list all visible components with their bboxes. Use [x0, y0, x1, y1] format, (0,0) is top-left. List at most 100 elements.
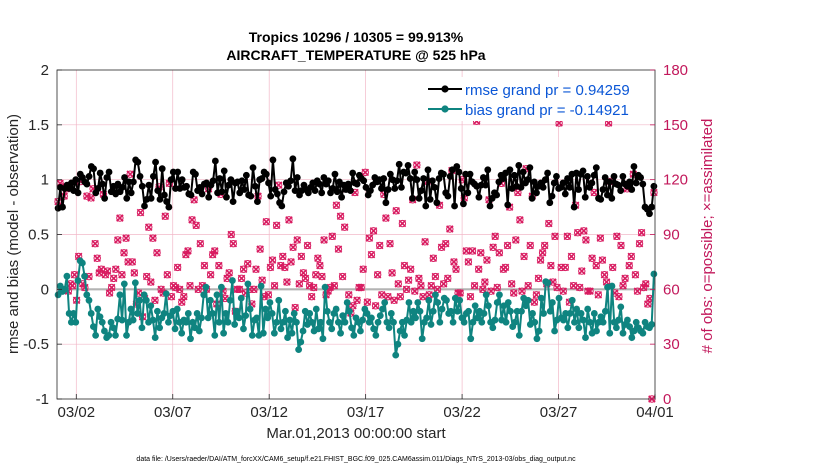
obs-assimilated-point — [318, 272, 326, 281]
obs-assimilated-point — [353, 296, 361, 305]
obs-assimilated-stroke — [103, 267, 112, 275]
rmse-series-point — [85, 172, 93, 180]
bias-series-point — [116, 291, 124, 299]
obs-assimilated-point — [413, 161, 421, 169]
bias-series-point — [427, 321, 435, 328]
rmse-series-point — [426, 196, 434, 203]
obs-possible-point — [518, 287, 526, 295]
obs-possible-point — [429, 254, 438, 262]
obs-possible-point — [151, 296, 159, 304]
rmse-series-point — [566, 183, 574, 191]
obs-possible-point — [268, 256, 277, 264]
bias-series-point — [244, 280, 252, 288]
obs-assimilated-stroke — [128, 258, 137, 266]
obs-possible-point — [487, 287, 495, 295]
rmse-series-point — [209, 177, 217, 185]
bias-series-point — [70, 310, 77, 317]
rmse-series-point — [366, 187, 374, 195]
obs-assimilated-point — [462, 247, 471, 255]
obs-assimilated-stroke — [633, 287, 642, 295]
bias-series-point — [299, 327, 307, 335]
obs-assimilated-stroke — [122, 234, 130, 242]
rmse-series-point — [198, 190, 206, 198]
obs-assimilated-point — [483, 256, 491, 264]
obs-assimilated-stroke — [239, 265, 248, 273]
obs-assimilated-stroke — [328, 232, 337, 241]
obs-assimilated-point — [295, 280, 304, 288]
obs-assimilated-stroke — [386, 239, 394, 248]
rmse-series-point — [287, 177, 295, 185]
obs-possible-point — [229, 239, 238, 248]
bias-series-point — [315, 325, 322, 333]
bias-series-point — [74, 277, 82, 284]
obs-assimilated-stroke — [293, 236, 301, 244]
bias-series-point — [379, 305, 386, 313]
bias-series-point — [151, 334, 159, 341]
rmse-series-point — [632, 179, 640, 187]
obs-possible-point — [526, 241, 534, 250]
obs-assimilated-stroke — [563, 232, 572, 241]
y-left-tick-label: 0.5 — [28, 227, 49, 244]
obs-assimilated-point — [361, 168, 370, 177]
bias-series-point — [586, 318, 594, 326]
rmse-series-point — [289, 155, 297, 163]
obs-assimilated-point — [363, 298, 372, 306]
obs-possible-point — [512, 236, 520, 244]
rmse-series-point — [156, 196, 164, 203]
rmse-series-point — [118, 183, 126, 191]
obs-possible-point — [365, 234, 374, 242]
obs-assimilated-stroke — [184, 247, 192, 255]
obs-assimilated-stroke — [417, 281, 425, 290]
obs-assimilated-stroke — [116, 214, 124, 222]
rmse-series-point — [240, 186, 248, 193]
bias-series-point — [584, 305, 592, 313]
obs-assimilated-stroke — [578, 267, 586, 275]
obs-assimilated-stroke — [594, 291, 603, 299]
obs-possible-point — [384, 292, 392, 301]
rmse-series-point — [433, 199, 441, 207]
bias-series-point — [147, 302, 155, 310]
obs-assimilated-point — [382, 214, 390, 222]
bias-series-point — [326, 318, 333, 326]
obs-possible-point — [446, 225, 454, 233]
rmse-series-point — [278, 202, 286, 210]
rmse-series-point — [220, 167, 228, 175]
obs-assimilated-point — [501, 263, 510, 272]
rmse-series-point — [167, 176, 175, 184]
obs-assimilated-point — [336, 212, 345, 220]
obs-assimilated-stroke — [326, 283, 334, 292]
obs-possible-point — [367, 250, 376, 259]
obs-assimilated-point — [639, 283, 648, 292]
bias-series-point — [273, 318, 280, 326]
obs-assimilated-point — [365, 234, 374, 242]
y-left-tick-label: 2 — [41, 62, 49, 79]
legend[interactable]: rmse grand pr = 0.94259 bias grand pr = … — [419, 77, 651, 121]
obs-assimilated-stroke — [415, 274, 423, 283]
obs-assimilated-stroke — [540, 241, 549, 250]
obs-assimilated-stroke — [382, 214, 390, 222]
obs-possible-point — [182, 250, 190, 259]
obs-possible-point — [270, 281, 279, 290]
bias-series-point — [383, 318, 391, 326]
rmse-series-point — [218, 188, 226, 196]
obs-assimilated-point — [103, 267, 112, 275]
obs-assimilated-point — [586, 287, 594, 295]
bias-series-point — [409, 307, 417, 315]
x-tick-label: 03/02 — [58, 404, 96, 421]
obs-assimilated-stroke — [361, 168, 370, 177]
bias-series-point — [368, 314, 375, 322]
bias-series-point — [507, 307, 514, 315]
obs-assimilated-stroke — [297, 252, 306, 261]
obs-assimilated-stroke — [394, 280, 403, 288]
rmse-series-point — [530, 178, 538, 186]
obs-possible-point — [524, 281, 532, 290]
obs-assimilated-point — [349, 302, 357, 310]
rmse-series-point — [601, 174, 609, 181]
rmse-series-point — [590, 171, 598, 179]
y-right-tick-label: 60 — [663, 281, 680, 298]
obs-assimilated-point — [575, 283, 584, 292]
obs-assimilated-point — [567, 252, 576, 261]
bias-series-point — [385, 324, 393, 332]
obs-possible-point — [598, 256, 607, 264]
x-axis-label: Mar.01,2013 00:00:00 start — [266, 425, 446, 442]
